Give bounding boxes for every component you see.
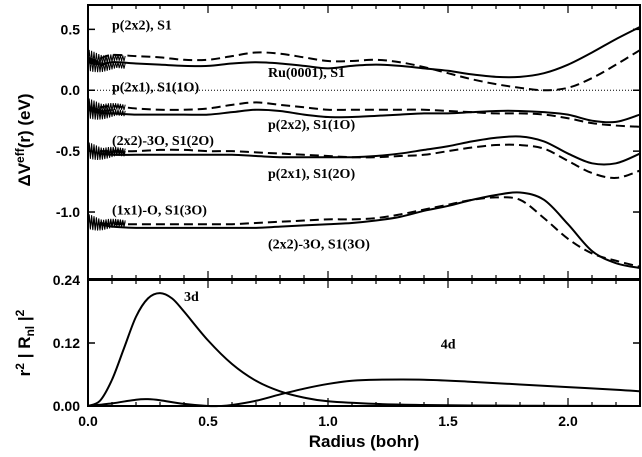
top-y-axis-title-tail: (r) (eV) [15,93,34,148]
bottom-y-axis-title-r-sup: 2 [13,363,27,370]
top-y-tick-label: 0.0 [61,82,81,98]
x-tick-label: 0.0 [78,413,98,429]
top-y-tick-label: -0.5 [56,143,80,159]
bottom-y-axis-title-r: r [15,369,34,376]
bottom-y-axis-title-bar: | [15,316,34,325]
annotation-2x2-3o-s1-2o: (2x2)-3O, S1(2O) [112,134,214,149]
bottom-y-axis-title: r2 | Rnl |2 [13,309,37,376]
series-4d [87,378,641,408]
x-tick-label: 2.0 [558,413,578,429]
bottom-annotations: 3d 4d [184,290,456,352]
series-p-2x2-s1 [99,49,641,92]
annotation-4d: 4d [441,337,456,352]
annotation-ru-0001-s1: Ru(0001), S1 [268,66,345,81]
series-noise-p-2x2-s1 [87,49,126,65]
bottom-y-axis-title-R: | R [15,337,34,363]
top-y-axis-title: ΔVeff(r) (eV) [13,93,34,186]
top-y-axis-title-main: ΔV [15,162,34,186]
top-y-axis-title-sup: eff [13,147,27,163]
series-noise-p-2x1-s1-1o [87,98,126,114]
series-noise-p-2x2-s1-1o [87,104,126,120]
top-y-ticks: 0.5 0.0 -0.5 -1.0 [56,5,640,279]
x-tick-label: 1.5 [438,413,458,429]
top-y-tick-label: 0.5 [61,21,81,37]
top-y-tick-label: -1.0 [56,204,80,220]
annotation-3d: 3d [184,290,199,305]
annotation-1x1-o-s1-3o: (1x1)-O, S1(3O) [112,203,207,218]
bottom-x-ticks: 0.0 0.5 1.0 1.5 2.0 [78,413,578,429]
series-noise-p-2x1-s1-2o [87,144,126,160]
series-noise-ru-0001-s1 [87,57,126,73]
top-curves [87,26,641,270]
bottom-y-axis-title-sup2: 2 [13,309,27,316]
bottom-curves [87,292,641,408]
x-tick-label: 0.5 [198,413,218,429]
series-1x1-o-s1-3o [99,196,641,268]
bottom-y-tick-label: 0.24 [53,272,80,288]
series-3d [87,292,641,407]
top-annotations: p(2x2), S1 Ru(0001), S1 p(2x1), S1(1O) p(2x… [112,18,370,252]
series-ru-0001-s1 [99,26,641,79]
series-p-2x1-s1-2o [99,135,641,166]
series-noise-2x2-3o-s1-3o [87,215,126,231]
x-tick-label: 1.0 [318,413,338,429]
bottom-y-tick-label: 0.12 [53,335,80,351]
annotation-p-2x2-s1-1o: p(2x2), S1(1O) [268,118,355,133]
series-2x2-3o-s1-3o [99,191,641,270]
x-axis-title: Radius (bohr) [309,432,420,451]
annotation-p-2x1-s1-1o: p(2x1), S1(1O) [112,80,199,95]
bottom-y-axis-title-sub: nl [23,326,37,337]
series-p-2x2-s1-1o [99,108,641,124]
annotation-p-2x1-s1-2o: p(2x1), S1(2O) [268,167,355,182]
annotation-2x2-3o-s1-3o: (2x2)-3O, S1(3O) [268,238,370,253]
bottom-y-tick-label: 0.00 [53,398,80,414]
annotation-p-2x2-s1: p(2x2), S1 [112,18,172,33]
bottom-y-ticks: 0.24 0.12 0.00 [53,272,640,414]
